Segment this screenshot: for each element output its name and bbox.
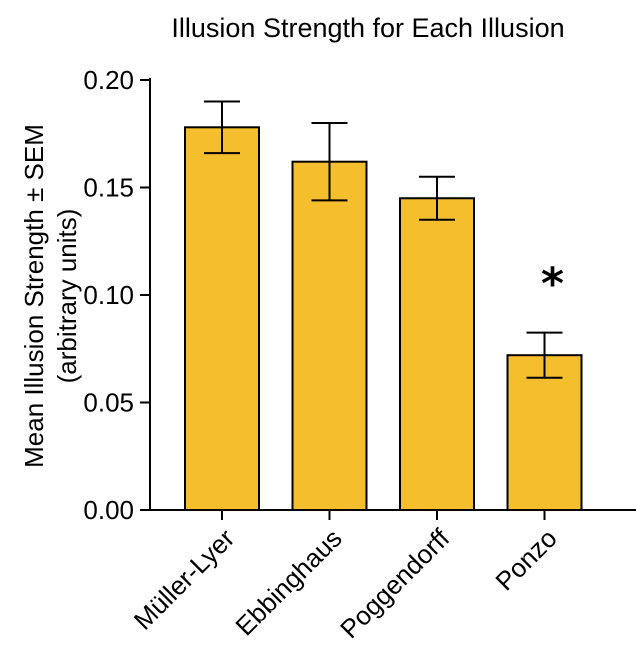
category-label-2: Poggendorff	[334, 522, 456, 644]
significance-marker: *	[541, 259, 564, 310]
y-ticks: 0.00 0.05 0.10 0.15 0.20	[83, 65, 150, 525]
y-axis-label-line1: Mean Illusion Strength ± SEM	[19, 124, 49, 468]
y-tick-label: 0.15	[83, 173, 134, 203]
category-label-0: Müller-Lyer	[128, 523, 241, 636]
category-label-1: Ebbinghaus	[229, 523, 347, 641]
bar-2	[399, 197, 475, 511]
y-tick-label: 0.00	[83, 495, 134, 525]
y-tick-label: 0.05	[83, 388, 134, 418]
y-tick-label: 0.10	[83, 280, 134, 310]
bars	[184, 100, 583, 512]
chart-title: Illusion Strength for Each Illusion	[171, 13, 564, 43]
annotations: *	[541, 259, 564, 310]
bar-1	[291, 160, 368, 511]
y-tick-label: 0.20	[83, 65, 134, 95]
bar-0	[184, 126, 260, 512]
bar-3	[506, 354, 583, 512]
category-label-3: Ponzo	[489, 523, 562, 596]
y-axis-label-line2: (arbitrary units)	[52, 209, 82, 384]
